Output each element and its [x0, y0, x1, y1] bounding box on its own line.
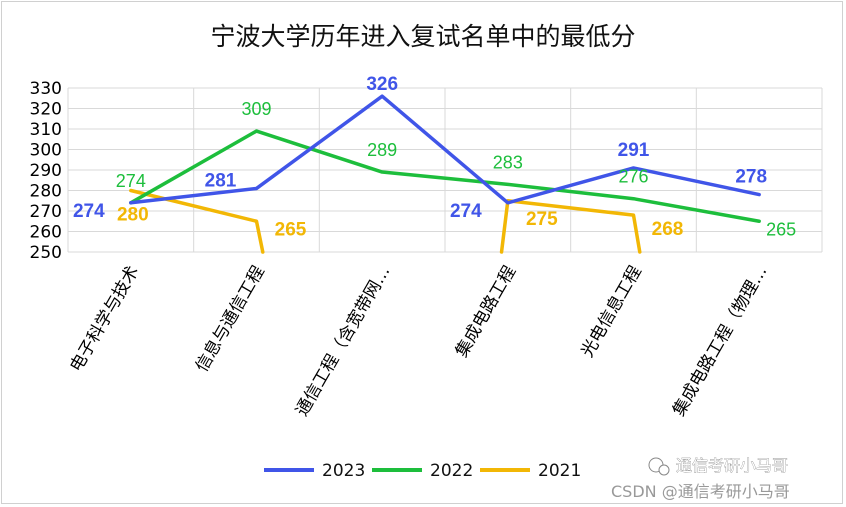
gridlines — [67, 87, 823, 253]
x-category-label: 电子科学与技术 — [66, 263, 143, 376]
legend-label-2021: 2021 — [538, 461, 581, 481]
data-label-2023: 274 — [450, 201, 482, 222]
x-category-label: 光电信息工程 — [578, 263, 646, 361]
data-label-2022: 265 — [766, 219, 796, 239]
y-tick-label: 320 — [30, 100, 62, 120]
chart-title: 宁波大学历年进入复试名单中的最低分 — [210, 22, 635, 51]
data-label-2021: 265 — [275, 219, 307, 240]
data-label-2021: 268 — [652, 219, 684, 240]
watermark-csdn: CSDN @通信考研小马哥 — [611, 482, 790, 501]
wechat-icon — [648, 457, 670, 476]
y-tick-label: 300 — [30, 141, 62, 161]
y-tick-label: 310 — [30, 120, 62, 140]
data-labels: 274 281 326 274 291 278 274 309 289 283 276 265 280 2… — [73, 74, 796, 240]
data-label-2023: 274 — [73, 201, 105, 222]
data-label-2022: 283 — [493, 152, 523, 172]
data-label-2022: 289 — [367, 140, 397, 160]
x-category-label: 集成电路工程（物理… — [669, 263, 771, 420]
watermark-brand: 通信考研小马哥 — [676, 456, 788, 475]
x-category-label: 通信工程（含宽带网… — [292, 262, 394, 419]
y-tick-label: 280 — [30, 182, 62, 202]
y-tick-label: 330 — [30, 79, 62, 99]
legend-label-2022: 2022 — [430, 461, 473, 481]
data-label-2023: 291 — [618, 140, 650, 161]
y-tick-label: 250 — [30, 243, 62, 263]
data-label-2021: 275 — [526, 209, 558, 230]
data-label-2022: 309 — [241, 99, 271, 119]
legend: 2023 2022 2021 — [264, 461, 581, 481]
data-label-2021: 280 — [117, 205, 149, 226]
y-tick-label: 260 — [30, 223, 62, 243]
data-label-2023: 281 — [205, 170, 237, 191]
series-line-2023 — [129, 94, 761, 205]
x-category-label: 信息与通信工程 — [192, 263, 269, 376]
x-category-label: 集成电路工程 — [452, 263, 520, 361]
watermark: 通信考研小马哥 CSDN @通信考研小马哥 — [611, 456, 790, 501]
series-lines — [129, 94, 761, 254]
series-line-2022 — [129, 129, 761, 223]
data-label-2023: 278 — [735, 167, 767, 188]
data-label-2022: 276 — [618, 167, 648, 187]
series-line-2021 — [129, 188, 642, 254]
legend-label-2023: 2023 — [322, 461, 365, 481]
data-label-2023: 326 — [366, 74, 398, 95]
y-tick-label: 270 — [30, 202, 62, 222]
y-tick-label: 290 — [30, 161, 62, 181]
x-axis-categories: 电子科学与技术 信息与通信工程 通信工程（含宽带网… 集成电路工程 光电信息工程 集成电路… — [66, 262, 771, 419]
data-label-2022: 274 — [116, 171, 146, 191]
